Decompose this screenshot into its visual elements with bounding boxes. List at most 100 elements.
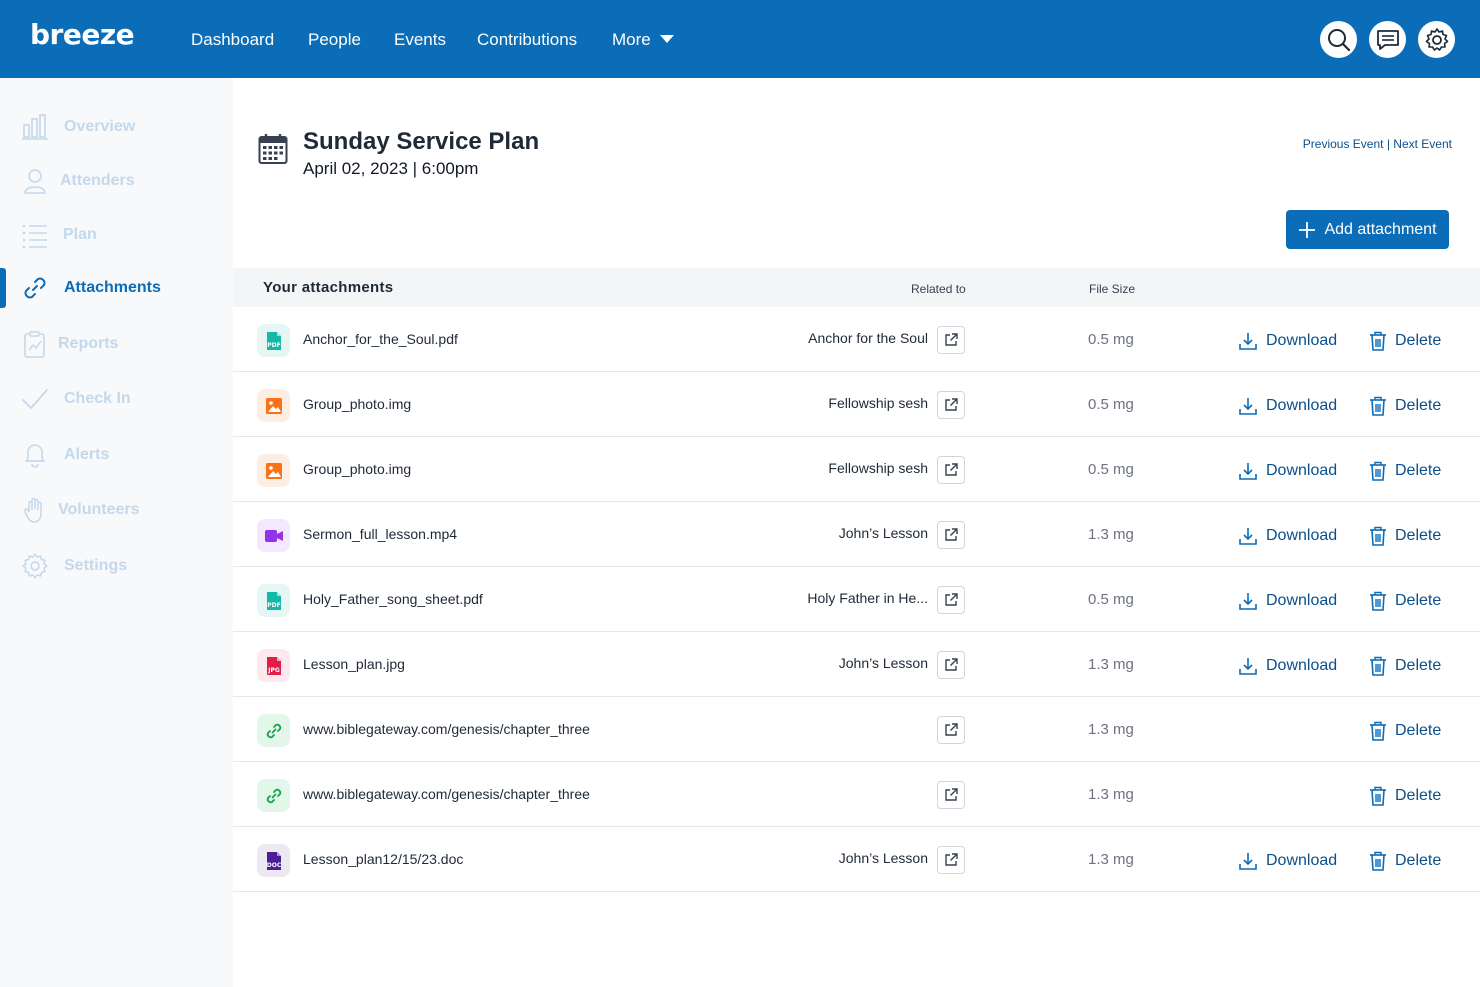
open-external-button[interactable] — [937, 521, 965, 549]
file-size: 1.3 mg — [1088, 721, 1134, 738]
open-external-button[interactable] — [937, 456, 965, 484]
sidebar-item-attachments[interactable]: Attachments — [0, 266, 233, 310]
delete-button[interactable]: Delete — [1369, 721, 1441, 741]
related-to: Holy Father in He... — [807, 590, 928, 606]
bell-icon — [25, 444, 45, 468]
link-icon — [24, 277, 46, 299]
trash-icon — [1369, 786, 1387, 806]
file-name[interactable]: Group_photo.img — [303, 461, 412, 477]
file-name[interactable]: www.biblegateway.com/genesis/chapter_thr… — [303, 721, 590, 737]
related-to: John’s Lesson — [838, 655, 928, 671]
person-icon — [24, 169, 46, 194]
delete-button[interactable]: Delete — [1369, 591, 1441, 611]
delete-label: Delete — [1395, 462, 1442, 479]
search-icon — [1327, 28, 1350, 51]
file-size: 0.5 mg — [1088, 396, 1134, 413]
file-type-doc-icon: DOC — [257, 844, 290, 877]
file-size: 1.3 mg — [1088, 786, 1134, 803]
trash-icon — [1369, 721, 1387, 741]
download-button[interactable]: Download — [1238, 851, 1337, 871]
gear-icon — [1425, 27, 1448, 51]
nav-people[interactable]: People — [308, 30, 361, 49]
nav-contributions[interactable]: Contributions — [477, 30, 578, 49]
file-name[interactable]: Group_photo.img — [303, 396, 412, 412]
open-external-button[interactable] — [937, 391, 965, 419]
download-label: Download — [1266, 527, 1338, 544]
delete-button[interactable]: Delete — [1369, 526, 1441, 546]
open-external-button[interactable] — [937, 716, 965, 744]
trash-icon — [1369, 461, 1387, 481]
delete-button[interactable]: Delete — [1369, 786, 1441, 806]
messages-button[interactable] — [1369, 21, 1406, 58]
file-type-img-icon — [257, 389, 290, 422]
delete-button[interactable]: Delete — [1369, 331, 1441, 351]
event-navigation: Previous Event | Next Event — [1230, 137, 1452, 151]
external-link-icon — [943, 787, 959, 803]
download-button[interactable]: Download — [1238, 591, 1337, 611]
download-label: Download — [1266, 462, 1338, 479]
trash-icon — [1369, 656, 1387, 676]
external-link-icon — [943, 657, 959, 673]
bar-chart-icon — [22, 114, 48, 140]
open-external-button[interactable] — [937, 651, 965, 679]
external-link-icon — [943, 592, 959, 608]
file-name[interactable]: Sermon_full_lesson.mp4 — [303, 526, 458, 542]
sidebar-item-settings[interactable]: Settings — [0, 544, 233, 588]
external-link-icon — [943, 722, 959, 738]
file-name[interactable]: Lesson_plan12/15/23.doc — [303, 851, 464, 867]
download-button[interactable]: Download — [1238, 331, 1337, 351]
sidebar-item-plan[interactable]: Plan — [0, 213, 233, 257]
download-button[interactable]: Download — [1238, 396, 1337, 416]
file-name[interactable]: www.biblegateway.com/genesis/chapter_thr… — [303, 786, 590, 802]
sidebar-item-volunteers[interactable]: Volunteers — [0, 488, 233, 532]
file-name[interactable]: Holy_Father_song_sheet.pdf — [303, 591, 483, 607]
previous-event-link[interactable]: Previous Event — [1302, 137, 1384, 151]
sidebar-item-label: Plan — [63, 226, 97, 243]
sidebar-item-attenders[interactable]: Attenders — [0, 159, 233, 203]
sidebar-item-check-in[interactable]: Check In — [0, 377, 233, 421]
open-external-button[interactable] — [937, 846, 965, 874]
download-button[interactable]: Download — [1238, 526, 1337, 546]
sidebar-item-overview[interactable]: Overview — [0, 105, 233, 149]
sidebar-item-label: Overview — [64, 118, 136, 135]
add-attachment-button[interactable]: Add attachment — [1286, 210, 1449, 249]
table-row: PDF Holy_Father_song_sheet.pdf Holy Father… — [233, 567, 1480, 632]
file-type-pdf-icon: PDF — [257, 324, 290, 357]
settings-button[interactable] — [1418, 21, 1455, 58]
next-event-link[interactable]: Next Event — [1393, 137, 1452, 151]
delete-button[interactable]: Delete — [1369, 396, 1441, 416]
file-size: 1.3 mg — [1088, 526, 1134, 543]
sidebar-item-reports[interactable]: Reports — [0, 322, 233, 366]
nav-events[interactable]: Events — [394, 30, 446, 49]
breeze-logo[interactable]: breeze — [30, 18, 135, 51]
download-button[interactable]: Download — [1238, 656, 1337, 676]
file-size: 1.3 mg — [1088, 656, 1134, 673]
clipboard-icon — [24, 331, 45, 358]
trash-icon — [1369, 396, 1387, 416]
external-link-icon — [943, 397, 959, 413]
file-type-video-icon — [257, 519, 290, 552]
open-external-button[interactable] — [937, 586, 965, 614]
nav-dashboard[interactable]: Dashboard — [191, 30, 275, 49]
delete-label: Delete — [1395, 332, 1442, 349]
chevron-down-icon[interactable] — [660, 35, 674, 43]
check-icon — [22, 389, 48, 409]
open-external-button[interactable] — [937, 326, 965, 354]
file-name[interactable]: Anchor_for_the_Soul.pdf — [303, 331, 458, 347]
sidebar-item-alerts[interactable]: Alerts — [0, 433, 233, 477]
download-button[interactable]: Download — [1238, 461, 1337, 481]
page-title: Sunday Service Plan — [303, 128, 540, 155]
sidebar-item-label: Settings — [64, 557, 128, 574]
open-external-button[interactable] — [937, 781, 965, 809]
nav-more[interactable]: More — [612, 30, 651, 49]
delete-button[interactable]: Delete — [1369, 656, 1441, 676]
search-button[interactable] — [1320, 21, 1357, 58]
file-name[interactable]: Lesson_plan.jpg — [303, 656, 405, 672]
delete-label: Delete — [1395, 397, 1442, 414]
attachments-table-header: Your attachments Related to File Size — [233, 268, 1480, 307]
delete-button[interactable]: Delete — [1369, 851, 1441, 871]
trash-icon — [1369, 526, 1387, 546]
trash-icon — [1369, 331, 1387, 351]
delete-button[interactable]: Delete — [1369, 461, 1441, 481]
delete-label: Delete — [1395, 787, 1442, 804]
